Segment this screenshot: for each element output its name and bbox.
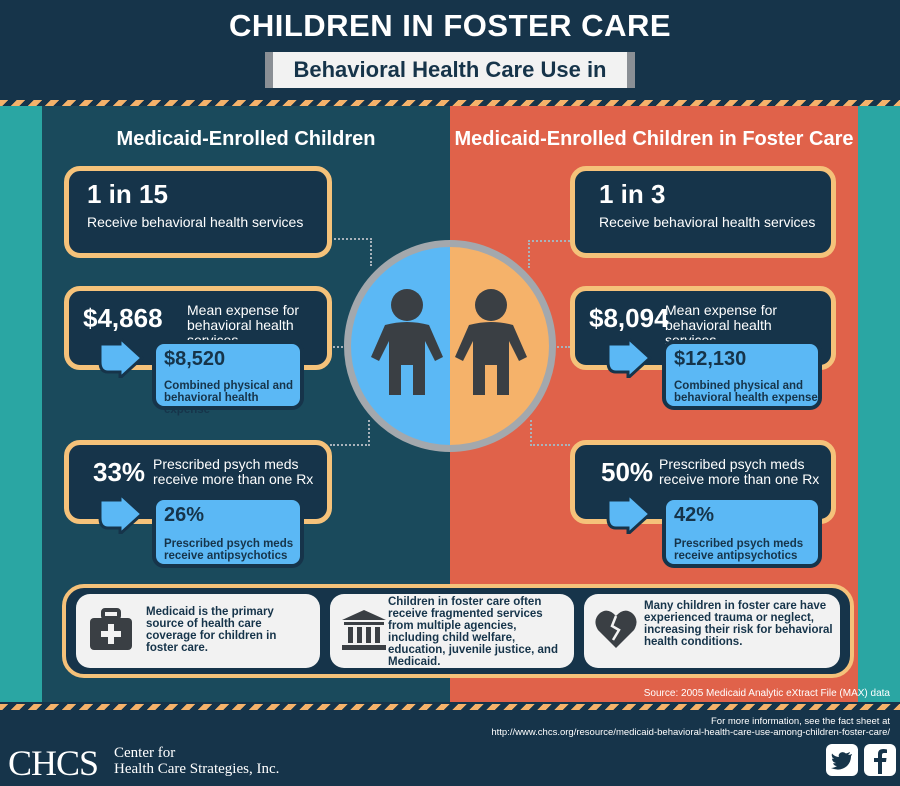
info-text: Children in foster care often receive fr… bbox=[388, 596, 558, 668]
right-stat-card-1: 1 in 3 Receive behavioral health service… bbox=[570, 166, 836, 258]
stat-label: Prescribed psych meds receive more than … bbox=[659, 456, 820, 487]
broken-heart-icon bbox=[595, 610, 637, 648]
source-note: Source: 2005 Medicaid Analytic eXtract F… bbox=[643, 688, 890, 699]
org-line-1: Center for bbox=[114, 745, 176, 761]
left-sub-card-2: $8,520 Combined physical and behavioral … bbox=[152, 340, 304, 416]
header: CHILDREN IN FOSTER CARE Behavioral Healt… bbox=[0, 0, 900, 118]
sub-label: Combined physical and behavioral health … bbox=[674, 380, 818, 404]
divider-top bbox=[0, 100, 900, 106]
sub-value: 42% bbox=[674, 504, 715, 526]
arrow-icon bbox=[606, 338, 653, 378]
children-circle bbox=[344, 240, 556, 452]
connector bbox=[528, 240, 570, 268]
stat-value: $8,094 bbox=[589, 303, 669, 333]
info-text: Many children in foster care have experi… bbox=[644, 600, 833, 648]
organization-name: Center for Health Care Strategies, Inc. bbox=[114, 745, 279, 777]
right-sub-card-2: $12,130 Combined physical and behavioral… bbox=[662, 340, 822, 410]
stat-value: $4,868 bbox=[83, 303, 163, 333]
stat-label: Receive behavioral health services bbox=[87, 214, 304, 230]
right-sub-card-3: 42% Prescribed psych meds receive antips… bbox=[662, 496, 822, 568]
connector bbox=[330, 420, 370, 446]
left-stat-card-1: 1 in 15 Receive behavioral health servic… bbox=[64, 166, 332, 258]
stat-label: Prescribed psych meds receive more than … bbox=[153, 456, 314, 487]
footer bbox=[0, 712, 900, 786]
stat-value: 1 in 15 bbox=[87, 179, 168, 209]
stat-value: 50% bbox=[601, 457, 654, 487]
right-panel-title: Medicaid-Enrolled Children in Foster Car… bbox=[454, 128, 854, 150]
sub-value: $12,130 bbox=[674, 348, 747, 370]
child-figures-icon bbox=[371, 289, 527, 395]
connector bbox=[330, 238, 372, 266]
facebook-icon[interactable] bbox=[864, 744, 896, 776]
left-sub-card-3: 26% Prescribed psych meds receive antips… bbox=[152, 496, 304, 568]
info-text: Medicaid is the primary source of health… bbox=[146, 606, 277, 654]
medical-bag-icon bbox=[90, 608, 132, 650]
arrow-icon bbox=[98, 494, 145, 534]
org-line-2: Health Care Strategies, Inc. bbox=[114, 761, 280, 777]
chcs-logo: CHCS bbox=[8, 743, 99, 783]
government-building-icon bbox=[342, 610, 386, 650]
sub-label: Combined physical and behavioral health … bbox=[164, 380, 294, 416]
sub-value: $8,520 bbox=[164, 348, 226, 370]
info-card-trauma: Many children in foster care have experi… bbox=[584, 594, 840, 668]
stat-label: Receive behavioral health services bbox=[599, 214, 816, 230]
more-info: For more information, see the fact sheet… bbox=[491, 716, 890, 738]
connector bbox=[330, 346, 350, 348]
more-info-link[interactable]: http://www.chcs.org/resource/medicaid-be… bbox=[491, 727, 890, 738]
stat-value: 33% bbox=[93, 457, 146, 487]
arrow-icon bbox=[606, 494, 653, 534]
twitter-icon[interactable] bbox=[826, 744, 858, 776]
arrow-icon bbox=[98, 338, 145, 378]
stat-value: 1 in 3 bbox=[599, 179, 666, 209]
more-info-text: For more information, see the fact sheet… bbox=[710, 716, 890, 727]
info-card-agencies: Children in foster care often receive fr… bbox=[330, 594, 574, 668]
connector bbox=[530, 420, 570, 446]
info-card-medicaid: Medicaid is the primary source of health… bbox=[76, 594, 320, 668]
page-subtitle: Behavioral Health Care Use in Medicaid bbox=[265, 52, 635, 118]
left-panel-title: Medicaid-Enrolled Children bbox=[116, 128, 376, 150]
page-title: CHILDREN IN FOSTER CARE bbox=[228, 8, 672, 43]
sub-label: Prescribed psych meds receive antipsycho… bbox=[164, 538, 294, 562]
divider-bottom bbox=[0, 704, 900, 710]
sub-label: Prescribed psych meds receive antipsycho… bbox=[674, 538, 804, 562]
connector bbox=[550, 346, 570, 348]
sub-value: 26% bbox=[164, 504, 205, 526]
